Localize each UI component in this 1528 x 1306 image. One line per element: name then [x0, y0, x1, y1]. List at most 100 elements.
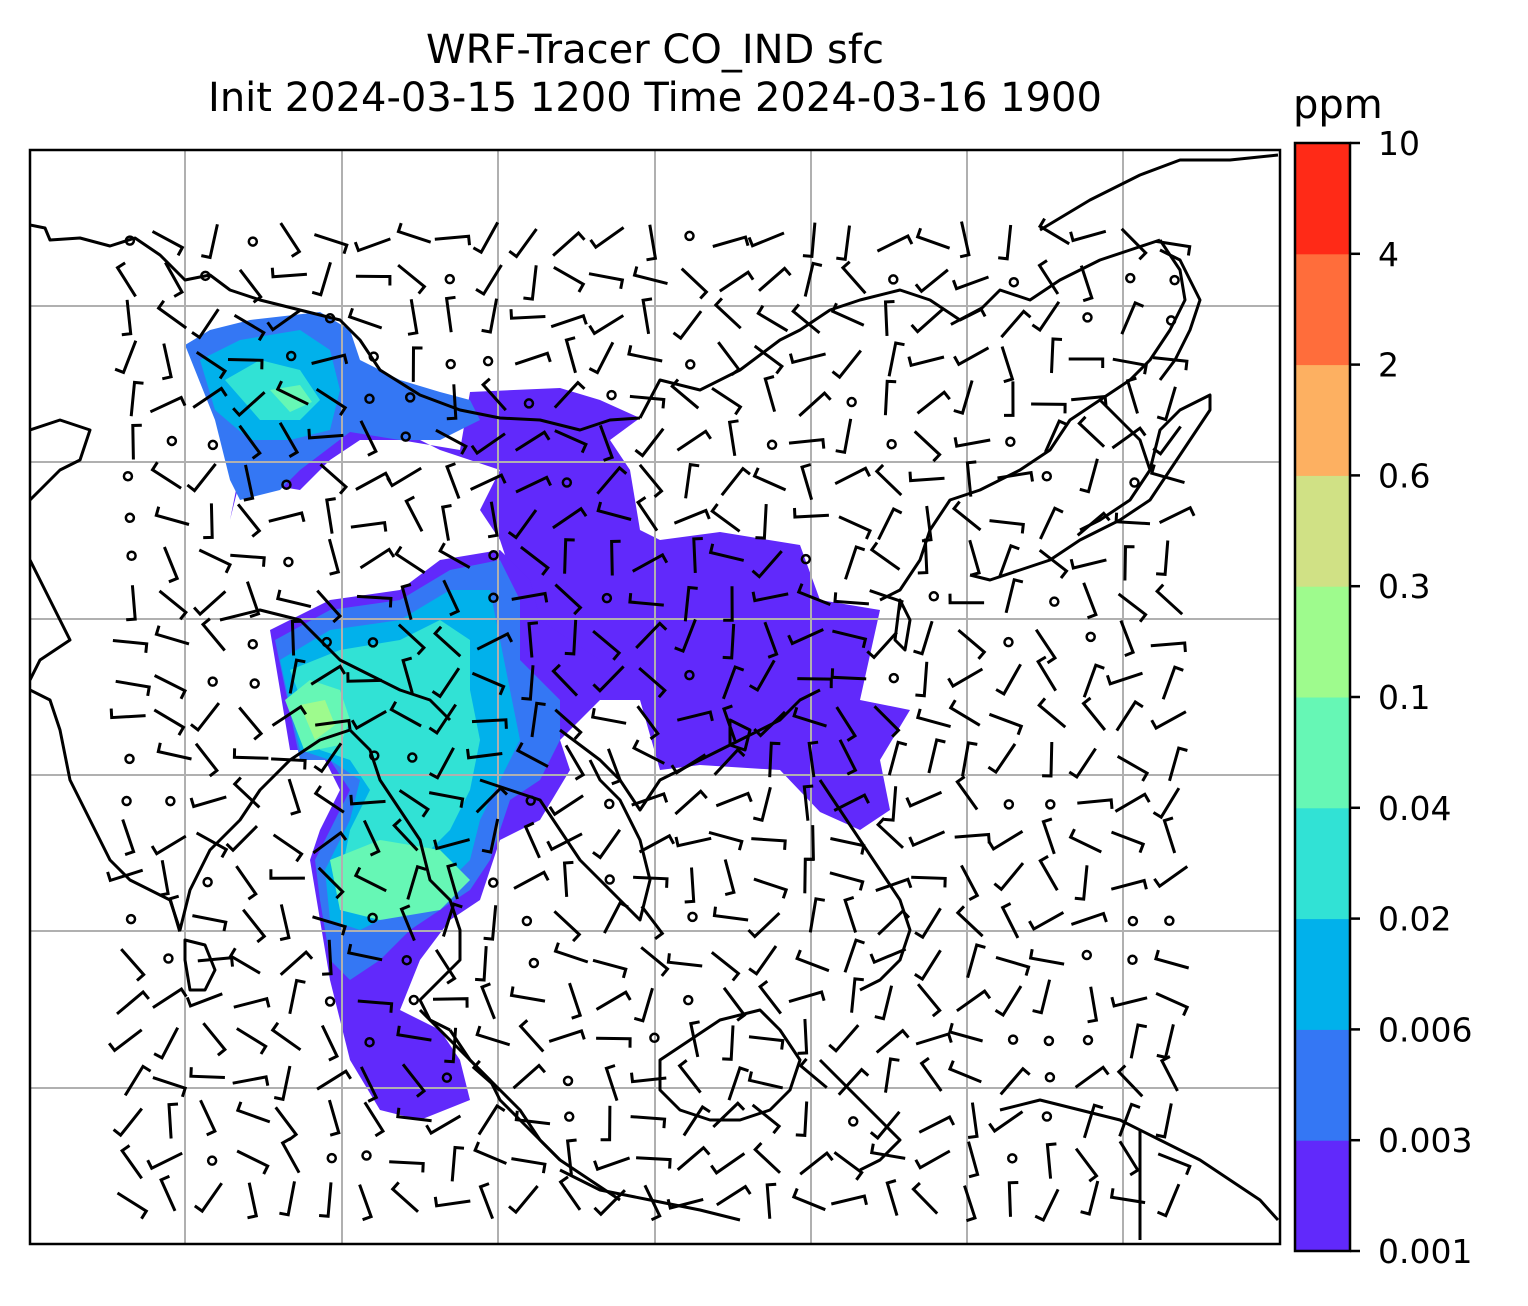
wind-barb [225, 825, 259, 853]
wind-barb [803, 261, 823, 297]
wind-barb [446, 862, 459, 900]
calm-wind-marker [121, 795, 132, 807]
wind-barb [808, 897, 826, 933]
wind-barb [558, 1175, 582, 1211]
calm-wind-marker [525, 795, 536, 806]
wind-barb [960, 864, 980, 902]
wind-barb [883, 379, 897, 416]
wind-barb [396, 1025, 432, 1042]
wind-barb [715, 791, 753, 808]
wind-barb [720, 466, 751, 497]
colorbar-segment [1295, 807, 1350, 920]
wind-barb [353, 237, 391, 253]
wind-barb [444, 1027, 458, 1064]
wind-barb [592, 958, 628, 979]
wind-barb [589, 226, 625, 250]
wind-barb [798, 390, 832, 418]
wind-barb [993, 862, 1025, 892]
wind-barb [1110, 830, 1146, 854]
wind-barb [1004, 381, 1015, 417]
map-title: WRF-Tracer CO_IND sfc Init 2024-03-15 12… [30, 26, 1280, 122]
wind-barb [966, 943, 986, 979]
wind-barb [830, 1194, 868, 1206]
coastline-sulawesi [818, 1058, 902, 1172]
wind-barb [1037, 697, 1067, 729]
wind-barb [914, 907, 942, 940]
wind-barb [908, 830, 946, 848]
wind-barb [193, 1182, 223, 1214]
wind-barb [844, 545, 866, 580]
calm-wind-marker [888, 274, 899, 285]
coastline-india-west [30, 559, 72, 681]
coastline-new-guinea [999, 1098, 1280, 1222]
calm-wind-marker [367, 637, 379, 648]
wind-barb [953, 437, 991, 448]
wind-barb [798, 1057, 828, 1089]
wind-barb [788, 352, 826, 365]
wind-barb [711, 386, 743, 416]
wind-barb [236, 1149, 270, 1175]
wind-barb [596, 1036, 632, 1048]
wind-barb [951, 500, 982, 532]
wind-barb [268, 511, 306, 523]
wind-barb [433, 838, 470, 851]
wind-barb [1125, 376, 1139, 414]
wind-barb [327, 1099, 341, 1137]
wind-barb [553, 942, 589, 964]
wind-barb [313, 233, 349, 255]
wind-barb [477, 1103, 506, 1136]
wind-barb [967, 1141, 980, 1179]
wind-barb [1045, 1142, 1057, 1179]
wind-barb [473, 1141, 507, 1165]
wind-barb [233, 996, 271, 1009]
wind-barb [751, 837, 787, 850]
wind-barb [1079, 265, 1094, 303]
wind-barb [564, 619, 578, 656]
wind-barb [471, 671, 506, 696]
wind-barb [511, 591, 549, 603]
wind-barb [440, 504, 452, 541]
wind-barb [433, 1196, 471, 1208]
wind-barb [554, 583, 583, 616]
calm-wind-marker [1082, 312, 1093, 323]
wind-barb [195, 350, 228, 380]
calm-wind-marker [1127, 954, 1138, 966]
wind-barb [470, 432, 506, 456]
wind-barb [869, 589, 904, 611]
coastline-central-asia-border [30, 223, 641, 432]
wind-barb [288, 658, 306, 694]
wind-barb [751, 591, 789, 603]
wind-barb [963, 1185, 977, 1223]
wind-barb [480, 982, 496, 1020]
wind-barb [1037, 217, 1070, 246]
wind-barb [121, 819, 136, 857]
wind-barb [106, 868, 144, 883]
calm-wind-marker [125, 913, 137, 925]
calm-wind-marker [441, 1072, 453, 1083]
wind-barb [788, 437, 826, 449]
wind-barb [954, 832, 991, 844]
wind-barb [911, 875, 947, 888]
wind-barb [469, 473, 507, 491]
calm-wind-marker [488, 550, 499, 561]
wind-barb [995, 663, 1022, 696]
wind-barb [588, 314, 625, 336]
wind-barb [548, 794, 584, 817]
coastline-philippines [818, 779, 912, 992]
wind-barb [233, 314, 266, 342]
map-frame [28, 148, 1282, 1246]
wind-barb [751, 1103, 782, 1135]
wind-barb [121, 299, 133, 337]
wind-barb [708, 830, 744, 851]
calm-wind-marker [1044, 1072, 1056, 1083]
wind-barb [674, 789, 708, 816]
wind-barb [396, 1107, 432, 1123]
wind-barb [883, 786, 898, 822]
calm-wind-marker [1127, 915, 1139, 927]
wind-barb [997, 543, 1020, 579]
wind-barb [788, 990, 826, 1004]
wind-barb [643, 1184, 662, 1222]
calm-wind-marker [122, 470, 134, 482]
wind-barb [797, 677, 833, 689]
wind-barb [869, 1110, 901, 1141]
